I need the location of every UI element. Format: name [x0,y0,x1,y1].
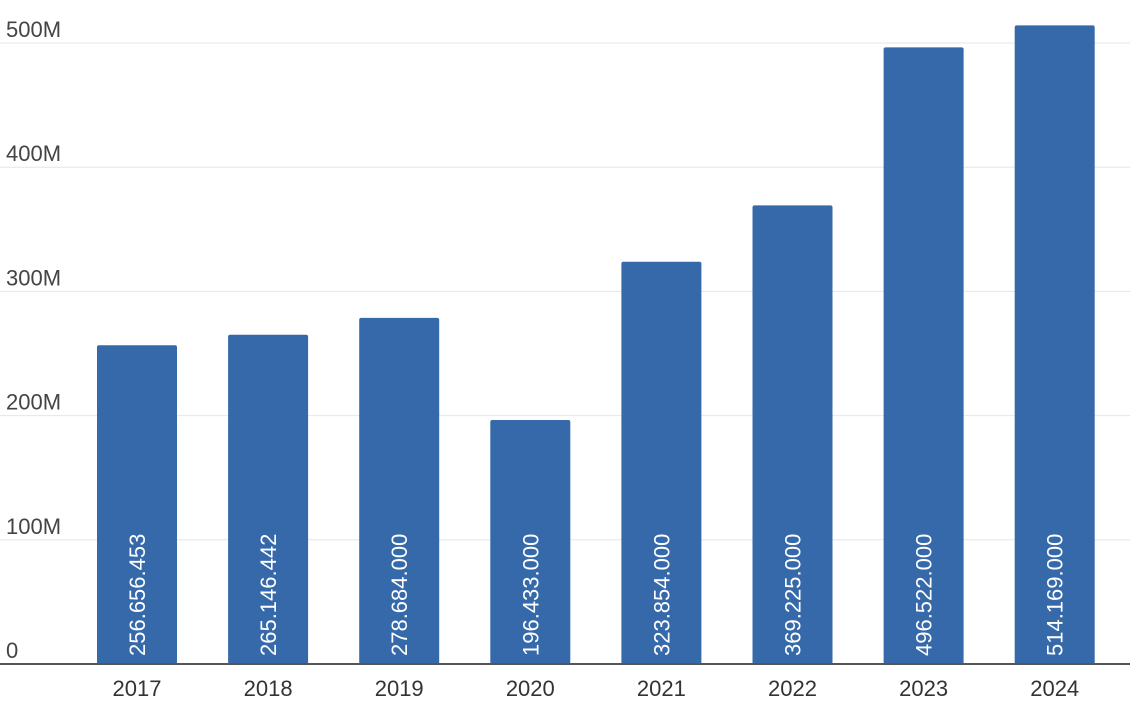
y-tick-label: 300M [6,265,61,290]
y-axis-tick-labels: 0 100M 200M 300M 400M 500M [6,17,61,663]
bar [359,317,440,664]
y-tick-label: 400M [6,141,61,166]
x-tick-label: 2019 [375,676,424,701]
y-tick-label: 0 [6,638,18,663]
bar [490,420,571,664]
bar-data-labels: 256.656.453 265.146.442 278.684.000 196.433… [125,534,1068,656]
bars [97,25,1095,665]
bar-data-label: 369.225.000 [781,534,806,656]
bar [97,345,177,664]
bar-data-label: 514.169.000 [1043,534,1068,656]
x-tick-label: 2024 [1030,676,1079,701]
bar [621,261,702,664]
x-tick-label: 2020 [506,676,555,701]
bar-data-label: 256.656.453 [125,534,150,656]
bar-data-label: 196.433.000 [518,534,543,656]
bar-data-label: 278.684.000 [387,534,412,656]
bar-data-label: 265.146.442 [256,534,281,656]
y-tick-label: 100M [6,514,61,539]
x-tick-label: 2021 [637,676,686,701]
x-tick-label: 2023 [899,676,948,701]
bar-data-label: 323.854.000 [649,534,674,656]
y-tick-label: 500M [6,17,61,42]
bar [1014,25,1095,665]
x-tick-label: 2018 [244,676,293,701]
bar [752,205,833,664]
y-tick-label: 200M [6,390,61,415]
bar [228,334,309,664]
x-tick-label: 2017 [113,676,162,701]
x-tick-label: 2022 [768,676,817,701]
bar [883,47,964,664]
bar-data-label: 496.522.000 [912,534,937,656]
x-axis-tick-labels: 2017 2018 2019 2020 2021 2022 2023 2024 [113,676,1080,701]
